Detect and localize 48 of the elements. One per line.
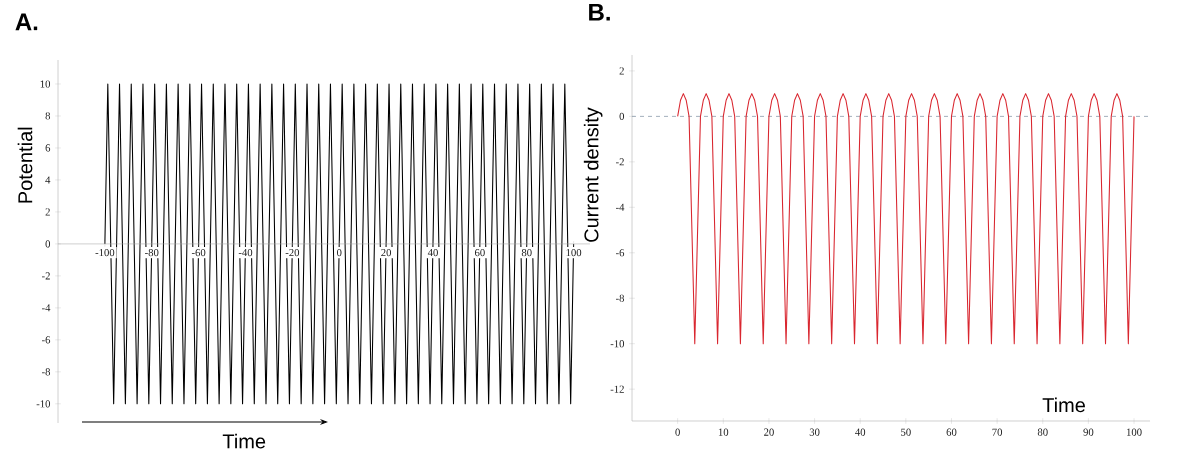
x-tick-label: -60 xyxy=(191,249,206,257)
y-tick-label: -8 xyxy=(615,294,625,302)
y-tick-label: 6 xyxy=(45,144,51,152)
x-tick-label: 80 xyxy=(1037,428,1048,436)
chart-title: A. xyxy=(15,13,38,31)
x-tick-label: -20 xyxy=(285,249,300,257)
y-tick-label: -2 xyxy=(615,158,624,166)
y-tick-label: -8 xyxy=(41,368,51,376)
x-tick-label: 60 xyxy=(474,249,485,257)
x-tick-label: -40 xyxy=(238,249,253,257)
y-tick-label: -10 xyxy=(610,340,625,348)
x-tick-label: 50 xyxy=(901,428,911,436)
x-tick-label: -100 xyxy=(95,249,115,257)
x-tick-label: 80 xyxy=(521,249,532,257)
x-tick-label: 40 xyxy=(427,249,438,257)
y-tick-label: 0 xyxy=(619,112,625,120)
x-tick-label: 100 xyxy=(566,249,582,257)
y-tick-label: -6 xyxy=(41,336,51,344)
x-axis-title: Time xyxy=(1042,397,1085,413)
y-tick-label: -6 xyxy=(615,249,625,257)
line-series xyxy=(677,93,1135,345)
y-tick-label: 2 xyxy=(619,67,624,75)
x-tick-label: 0 xyxy=(336,249,342,257)
x-tick-label: 20 xyxy=(764,428,774,436)
y-tick-label: 8 xyxy=(45,112,51,120)
x-axis-title: Time xyxy=(222,433,266,449)
x-tick-label: 90 xyxy=(1083,428,1094,436)
y-tick-label: 10 xyxy=(40,80,51,88)
y-tick-label: -4 xyxy=(615,203,625,211)
x-tick-label: 30 xyxy=(809,428,820,436)
y-axis-title: Potential xyxy=(17,127,33,203)
y-tick-label: -10 xyxy=(36,400,51,408)
x-tick-label: 0 xyxy=(675,428,680,436)
x-tick-label: 60 xyxy=(946,428,957,436)
y-tick-label: 2 xyxy=(45,208,50,216)
x-tick-label: 100 xyxy=(1126,428,1142,436)
x-tick-label: 70 xyxy=(992,428,1003,436)
y-axis-title: Current density xyxy=(583,107,603,242)
chart-title: B. xyxy=(589,3,610,21)
y-tick-label: -12 xyxy=(610,385,624,393)
x-tick-label: 10 xyxy=(718,428,729,436)
x-tick-label: -80 xyxy=(145,249,159,257)
y-tick-label: 0 xyxy=(45,240,51,248)
y-tick-label: -2 xyxy=(41,272,50,280)
x-tick-label: 20 xyxy=(381,249,392,257)
x-tick-label: 40 xyxy=(855,428,866,436)
y-tick-label: -4 xyxy=(41,304,51,312)
y-tick-label: 4 xyxy=(45,176,51,184)
